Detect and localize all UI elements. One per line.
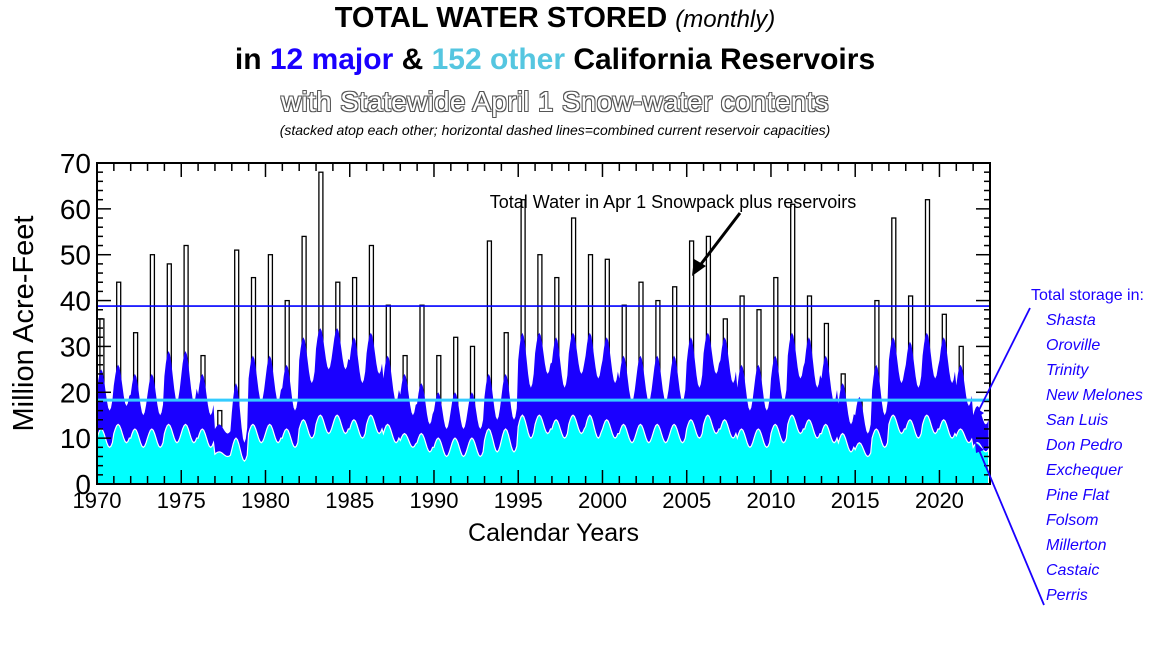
plot-frame (96, 162, 991, 485)
legend-item: Millerton (1046, 537, 1107, 554)
legend-items: Shasta Oroville Trinity New Melones San Luis… (1031, 308, 1144, 608)
legend-pointer-upper (977, 307, 1031, 413)
y-tick-label-0: 0 (75, 469, 91, 500)
x-tick-label-1980: 1980 (241, 488, 290, 513)
legend-item: Don Pedro (1046, 437, 1123, 454)
x-tick-label-1995: 1995 (494, 488, 543, 513)
legend-item: Pine Flat (1046, 487, 1110, 504)
chart-title: TOTAL WATER STORED (monthly) (334, 2, 776, 34)
x-tick-label-2005: 2005 (662, 488, 711, 513)
x-axis-label: Calendar Years (468, 519, 639, 547)
legend-item: Trinity (1046, 362, 1089, 379)
legend-pointer-upper-head (974, 408, 984, 420)
x-tick-label-2020: 2020 (915, 488, 964, 513)
legend-item: Oroville (1046, 337, 1101, 354)
x-tick-label-2000: 2000 (578, 488, 627, 513)
y-tick-label-30: 30 (60, 331, 91, 362)
y-tick-label-60: 60 (60, 194, 91, 225)
other-reservoirs-area (96, 414, 990, 485)
chart-note: (stacked atop each other; horizontal das… (279, 122, 831, 138)
legend-pointer-lower-head (975, 442, 984, 453)
y-tick-label-10: 10 (60, 423, 91, 454)
annotation-text: Total Water in Apr 1 Snowpack plus reser… (490, 192, 857, 212)
y-tick-label-50: 50 (60, 240, 91, 271)
legend-item: New Melones (1046, 387, 1143, 404)
x-tick-label-2010: 2010 (746, 488, 795, 513)
legend-item: Castaic (1046, 562, 1100, 579)
y-tick-label-70: 70 (60, 148, 91, 179)
legend-item: Perris (1046, 587, 1088, 604)
x-tick-label-2015: 2015 (831, 488, 880, 513)
legend-item: San Luis (1046, 412, 1109, 429)
x-tick-label-1970: 1970 (73, 488, 122, 513)
x-tick-label-1990: 1990 (410, 488, 459, 513)
legend-item: Shasta (1046, 312, 1096, 329)
legend-pointer-lower (978, 449, 1045, 606)
annotation-arrowhead (692, 259, 706, 276)
annotation-arrow (696, 212, 742, 269)
reservoir-legend: Total storage in: Shasta Oroville Trinity N… (1031, 283, 1144, 608)
y-tick-label-20: 20 (60, 377, 91, 408)
y-tick-label-40: 40 (60, 286, 91, 317)
legend-heading: Total storage in: (1031, 287, 1144, 304)
legend-item: Exchequer (1046, 462, 1123, 479)
chart-subtitle: with Statewide April 1 Snow-water conten… (281, 86, 829, 117)
x-tick-label-1985: 1985 (325, 488, 374, 513)
legend-item: Folsom (1046, 512, 1099, 529)
chart-title-line2: in 12 major & 152 other California Reser… (234, 43, 876, 76)
x-tick-label-1975: 1975 (157, 488, 206, 513)
y-axis-label: Million Acre-Feet (8, 216, 40, 432)
